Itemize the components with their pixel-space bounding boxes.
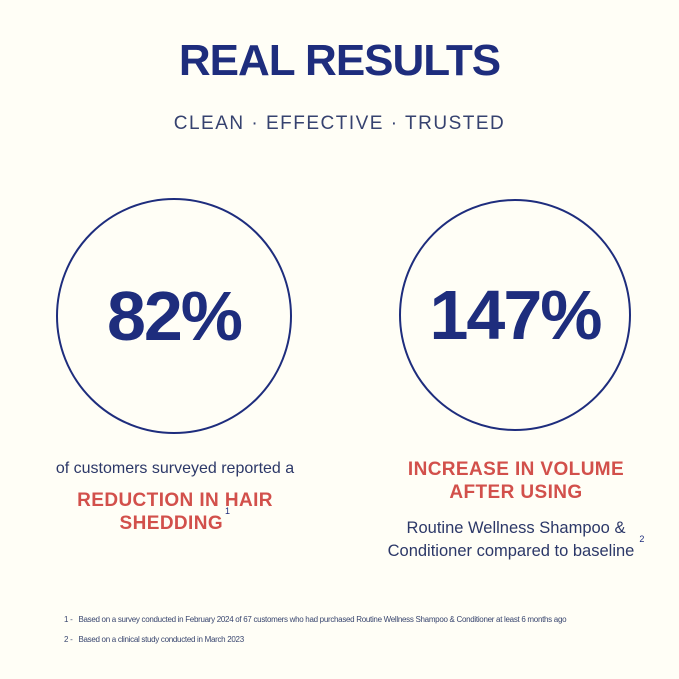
plain-line: Routine Wellness Shampoo &: [406, 519, 626, 538]
plain-line: Conditioner compared to baseline: [387, 541, 635, 560]
footnote-reference-2: 2: [639, 534, 645, 545]
footnote-marker: 1 -: [64, 615, 73, 624]
stat-caption-hair-shedding: of customers surveyed reported a REDUCTI…: [15, 458, 335, 535]
highlight-line: REDUCTION IN HAIR: [77, 489, 273, 511]
footnote-2: 2 - Based on a clinical study conducted i…: [64, 630, 624, 650]
stat-caption-volume-increase: INCREASE IN VOLUME AFTER USING Routine W…: [356, 458, 676, 562]
page-title: REAL RESULTS: [178, 36, 501, 85]
stat-value: 82%: [106, 277, 243, 355]
stat-circle-hair-shedding: 82%: [56, 198, 292, 434]
caption-highlight-text: REDUCTION IN HAIR SHEDDING1: [15, 489, 335, 535]
footnote-reference-1: 1: [225, 506, 231, 517]
highlight-line: SHEDDING: [119, 512, 224, 534]
page-subtitle: CLEAN · EFFECTIVE · TRUSTED: [173, 113, 506, 134]
highlight-line: INCREASE IN VOLUME: [407, 459, 625, 480]
caption-plain-text: Routine Wellness Shampoo & Conditioner c…: [356, 517, 676, 562]
highlight-line: AFTER USING: [449, 482, 583, 504]
footnote-1: 1 - Based on a survey conducted in Februa…: [64, 610, 624, 630]
footnotes: 1 - Based on a survey conducted in Februa…: [64, 610, 624, 650]
caption-highlight-text: INCREASE IN VOLUME AFTER USING: [356, 458, 676, 504]
footnote-marker: 2 -: [64, 635, 73, 644]
stat-circle-volume-increase: 147%: [399, 199, 631, 431]
stat-value: 147%: [429, 276, 602, 354]
footnote-text: Based on a survey conducted in February …: [78, 615, 567, 624]
footnote-text: Based on a clinical study conducted in M…: [78, 635, 244, 644]
caption-plain-text: of customers surveyed reported a: [55, 460, 295, 477]
